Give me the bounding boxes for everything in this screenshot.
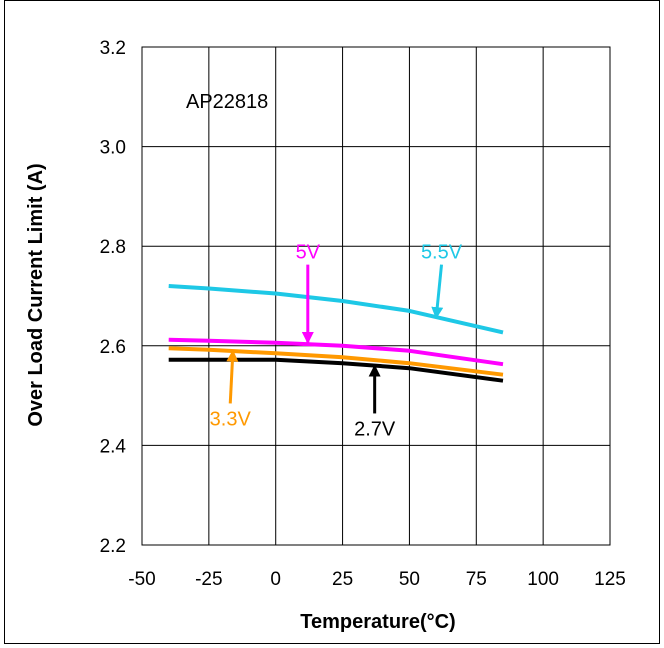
x-axis-title: Temperature(°C) (300, 611, 455, 633)
series-label-5v: 5V (296, 242, 321, 264)
y-tick-label: 3.2 (100, 38, 126, 59)
series-line-2-7v (168, 357, 504, 383)
chart-annotation: AP22818 (186, 91, 268, 113)
y-tick-label: 2.8 (100, 237, 126, 258)
y-tick-label: 2.2 (100, 536, 126, 557)
series-label-5-5v: 5.5V (421, 242, 463, 264)
series-line-5v (168, 337, 504, 367)
y-tick-label: 2.4 (100, 436, 127, 457)
x-axis-ticks: -50 -25 0 25 50 75 100 125 (128, 569, 626, 590)
grid (141, 46, 611, 546)
series-annotations: 5V 5.5V 3.3V 2.7V (210, 242, 463, 441)
y-axis-ticks: 2.2 2.4 2.6 2.8 3.0 3.2 (100, 38, 127, 557)
y-tick-label: 3.0 (100, 138, 126, 159)
series-label-3-3v: 3.3V (210, 408, 252, 430)
series-line-3-3v (168, 346, 504, 377)
x-tick-label: 100 (527, 569, 559, 590)
series-arrow (431, 264, 444, 320)
x-tick-label: 75 (466, 569, 487, 590)
series-line-5-5v (168, 284, 504, 335)
x-tick-label: 50 (399, 569, 420, 590)
series-lines (168, 284, 504, 383)
x-tick-label: -50 (128, 569, 155, 590)
series-arrow (226, 349, 239, 404)
x-tick-label: 0 (270, 569, 281, 590)
x-tick-label: 125 (594, 569, 626, 590)
plot-area (141, 46, 611, 546)
x-tick-label: -25 (195, 569, 222, 590)
x-tick-label: 25 (332, 569, 353, 590)
chart-frame (4, 0, 660, 644)
y-tick-label: 2.6 (100, 337, 126, 358)
y-axis-title: Over Load Current Limit (A) (25, 163, 47, 426)
series-label-2-7v: 2.7V (354, 418, 396, 440)
